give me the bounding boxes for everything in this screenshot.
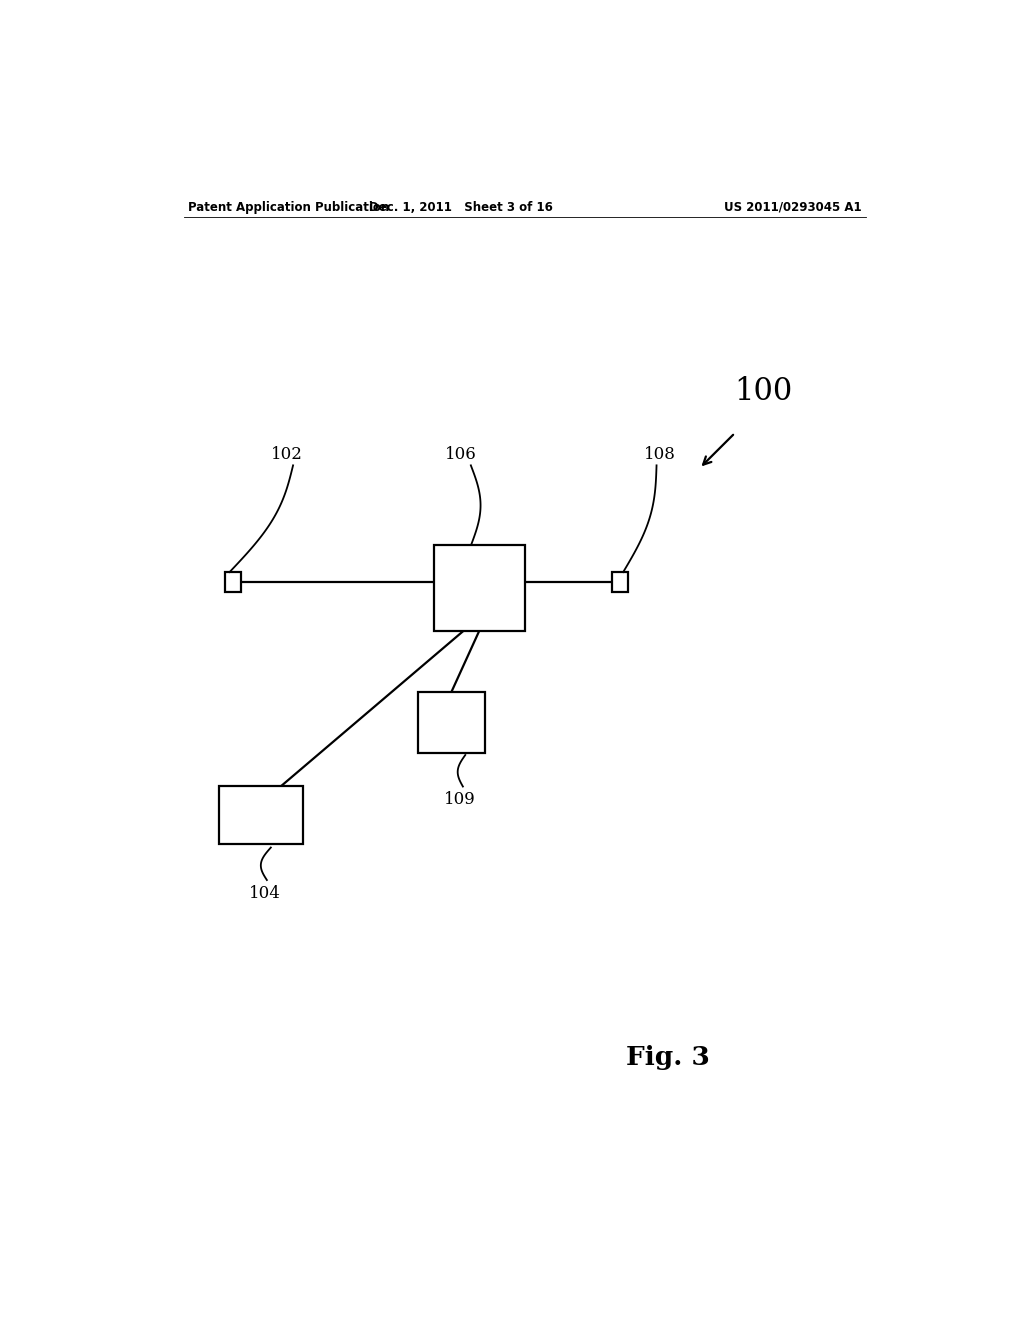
Text: 106: 106 (445, 446, 477, 463)
Text: 100: 100 (734, 376, 792, 408)
Text: Patent Application Publication: Patent Application Publication (187, 201, 389, 214)
Text: 104: 104 (249, 886, 281, 902)
Text: 108: 108 (644, 446, 676, 463)
Text: Fig. 3: Fig. 3 (626, 1045, 710, 1071)
Bar (418, 692, 485, 752)
Bar (225, 572, 241, 593)
Bar (433, 545, 524, 631)
Bar (219, 785, 303, 845)
Text: 102: 102 (270, 446, 303, 463)
Text: 109: 109 (443, 791, 475, 808)
Text: US 2011/0293045 A1: US 2011/0293045 A1 (724, 201, 862, 214)
Text: Dec. 1, 2011   Sheet 3 of 16: Dec. 1, 2011 Sheet 3 of 16 (370, 201, 553, 214)
Bar (612, 572, 628, 593)
